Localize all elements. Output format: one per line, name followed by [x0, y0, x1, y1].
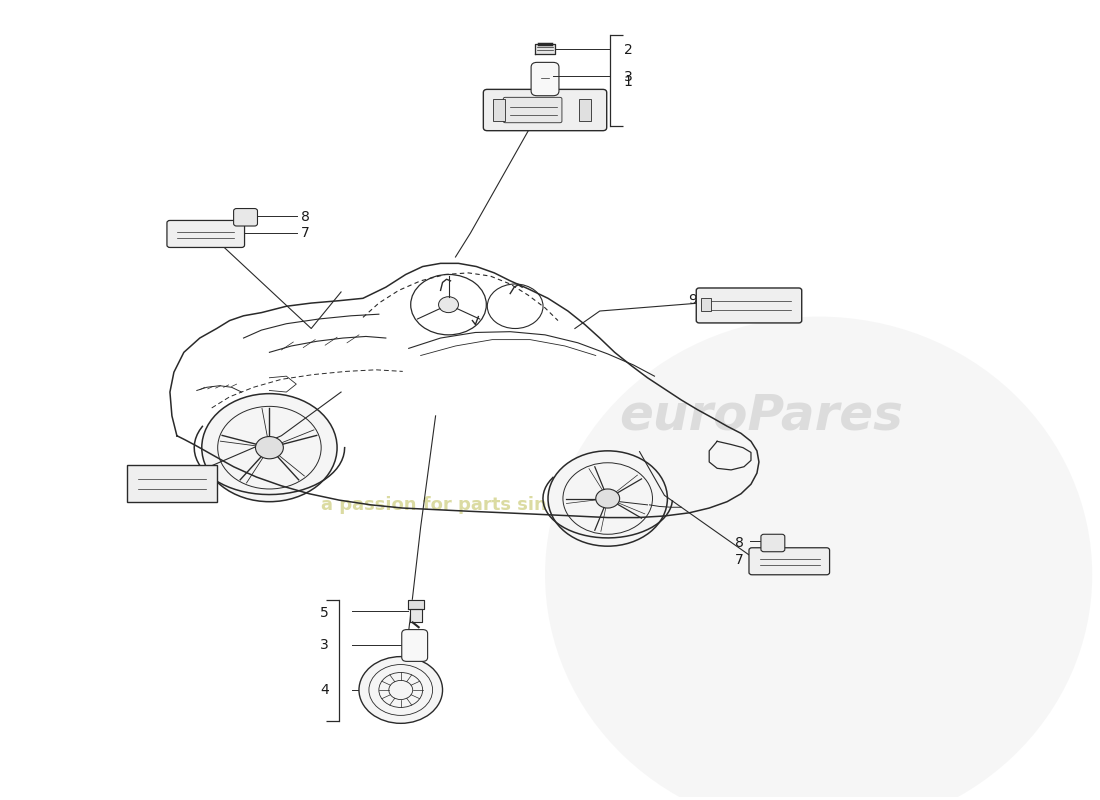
FancyBboxPatch shape: [483, 90, 607, 130]
FancyBboxPatch shape: [503, 98, 562, 122]
FancyBboxPatch shape: [701, 298, 712, 311]
Polygon shape: [535, 44, 556, 54]
Ellipse shape: [544, 317, 1092, 800]
Text: 1: 1: [624, 75, 632, 90]
Text: 8: 8: [301, 210, 310, 224]
Text: a passion for parts since 1985: a passion for parts since 1985: [321, 496, 626, 514]
Text: 4: 4: [320, 683, 329, 697]
Circle shape: [548, 451, 668, 546]
FancyBboxPatch shape: [493, 99, 505, 121]
Circle shape: [359, 657, 442, 723]
FancyBboxPatch shape: [402, 630, 428, 662]
Text: 5: 5: [320, 606, 329, 620]
Text: 3: 3: [624, 70, 632, 85]
Polygon shape: [408, 600, 424, 609]
FancyBboxPatch shape: [749, 548, 829, 574]
Text: 3: 3: [320, 638, 329, 652]
Text: euroPares: euroPares: [619, 392, 903, 440]
Text: 9: 9: [689, 293, 697, 307]
Circle shape: [439, 297, 459, 313]
Text: 8: 8: [735, 536, 744, 550]
FancyBboxPatch shape: [233, 209, 257, 226]
Circle shape: [596, 489, 619, 508]
Text: 7: 7: [735, 554, 744, 567]
Text: 7: 7: [301, 226, 310, 240]
Text: 2: 2: [624, 42, 632, 57]
Polygon shape: [409, 609, 421, 622]
FancyBboxPatch shape: [531, 62, 559, 96]
FancyBboxPatch shape: [579, 99, 591, 121]
Circle shape: [255, 437, 284, 458]
FancyBboxPatch shape: [761, 534, 784, 552]
Circle shape: [201, 394, 337, 502]
FancyBboxPatch shape: [167, 221, 244, 247]
Text: 6: 6: [227, 477, 235, 490]
FancyBboxPatch shape: [128, 465, 217, 502]
FancyBboxPatch shape: [696, 288, 802, 323]
